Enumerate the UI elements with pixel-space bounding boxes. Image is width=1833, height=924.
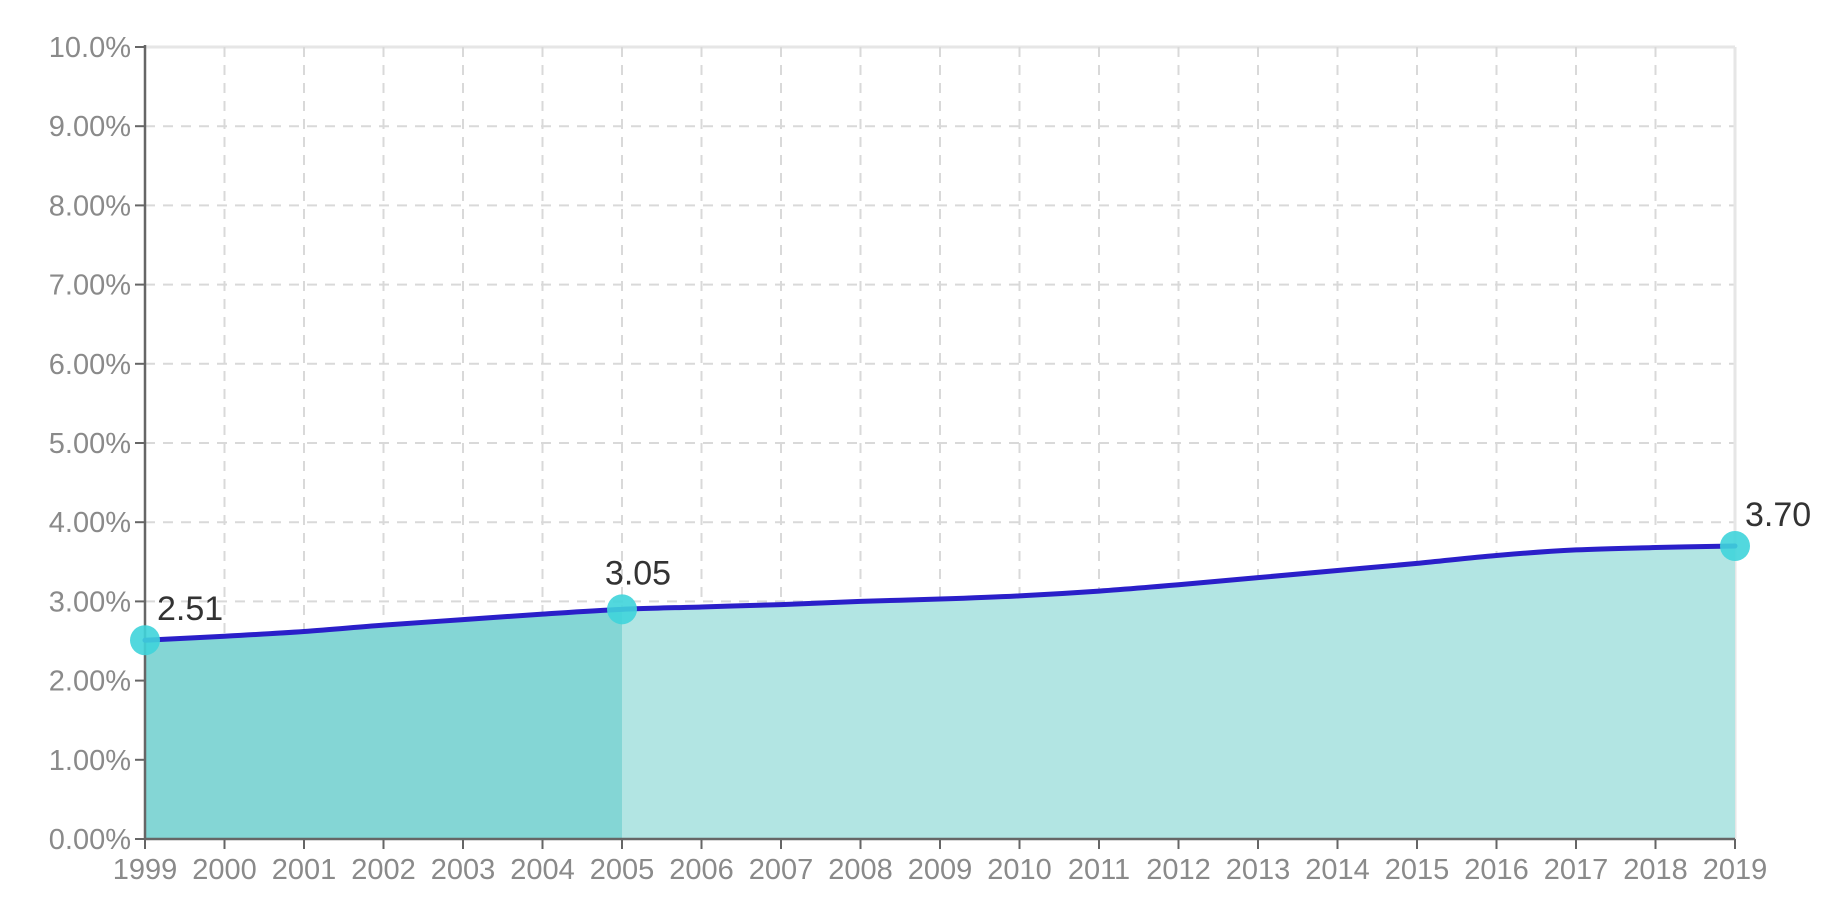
y-tick-label: 2.00%	[49, 666, 131, 698]
x-tick-label: 2017	[1544, 854, 1609, 886]
y-tick-label: 4.00%	[49, 507, 131, 539]
x-tick-label: 2002	[351, 854, 416, 886]
series-line-path	[142, 543, 1738, 643]
x-tick-label: 2012	[1146, 854, 1211, 886]
y-tick-label: 7.00%	[49, 270, 131, 302]
x-tick-label: 2001	[272, 854, 337, 886]
data-label: 2.51	[157, 590, 223, 628]
area-fills	[145, 545, 1735, 839]
x-tick-label: 2005	[590, 854, 655, 886]
x-tick-label: 2003	[431, 854, 496, 886]
series-line	[142, 543, 1738, 643]
data-label: 3.70	[1745, 496, 1811, 534]
x-tick-label: 2011	[1068, 854, 1130, 886]
y-tick-label: 0.00%	[49, 824, 131, 856]
x-tick-label: 2015	[1385, 854, 1450, 886]
data-point-marker	[1720, 530, 1750, 561]
y-tick-label: 3.00%	[49, 586, 131, 618]
y-tick-label: 6.00%	[49, 349, 131, 381]
area-highlight-fill	[145, 609, 622, 839]
x-tick-label: 2014	[1305, 854, 1370, 886]
y-tick-label: 5.00%	[49, 428, 131, 460]
x-tick-label: 2009	[908, 854, 973, 886]
x-tick-label: 1999	[113, 854, 178, 886]
x-tick-label: 2013	[1226, 854, 1291, 886]
x-tick-label: 2018	[1623, 854, 1688, 886]
y-tick-label: 10.0%	[49, 32, 131, 64]
x-tick-label: 2006	[669, 854, 734, 886]
data-label: 3.05	[605, 554, 671, 592]
x-tick-label: 2019	[1703, 854, 1768, 886]
data-point-marker	[130, 625, 160, 656]
x-tick-label: 2004	[510, 854, 575, 886]
axes: 0.00% 1.00% 2.00% 3.00% 4.00% 5.00% 6.00% 7.00%…	[49, 32, 1767, 886]
data-point-marker	[607, 594, 637, 625]
y-tick-label: 8.00%	[49, 190, 131, 222]
x-tick-label: 2007	[749, 854, 814, 886]
y-tick-label: 9.00%	[49, 111, 131, 143]
y-tick-label: 1.00%	[49, 745, 131, 777]
labels: 2.51 3.05 3.70	[157, 496, 1811, 628]
markers	[130, 530, 1750, 656]
x-tick-label: 2000	[192, 854, 257, 886]
x-tick-label: 2008	[828, 854, 893, 886]
x-tick-label: 2010	[987, 854, 1052, 886]
x-tick-label: 2016	[1464, 854, 1529, 886]
